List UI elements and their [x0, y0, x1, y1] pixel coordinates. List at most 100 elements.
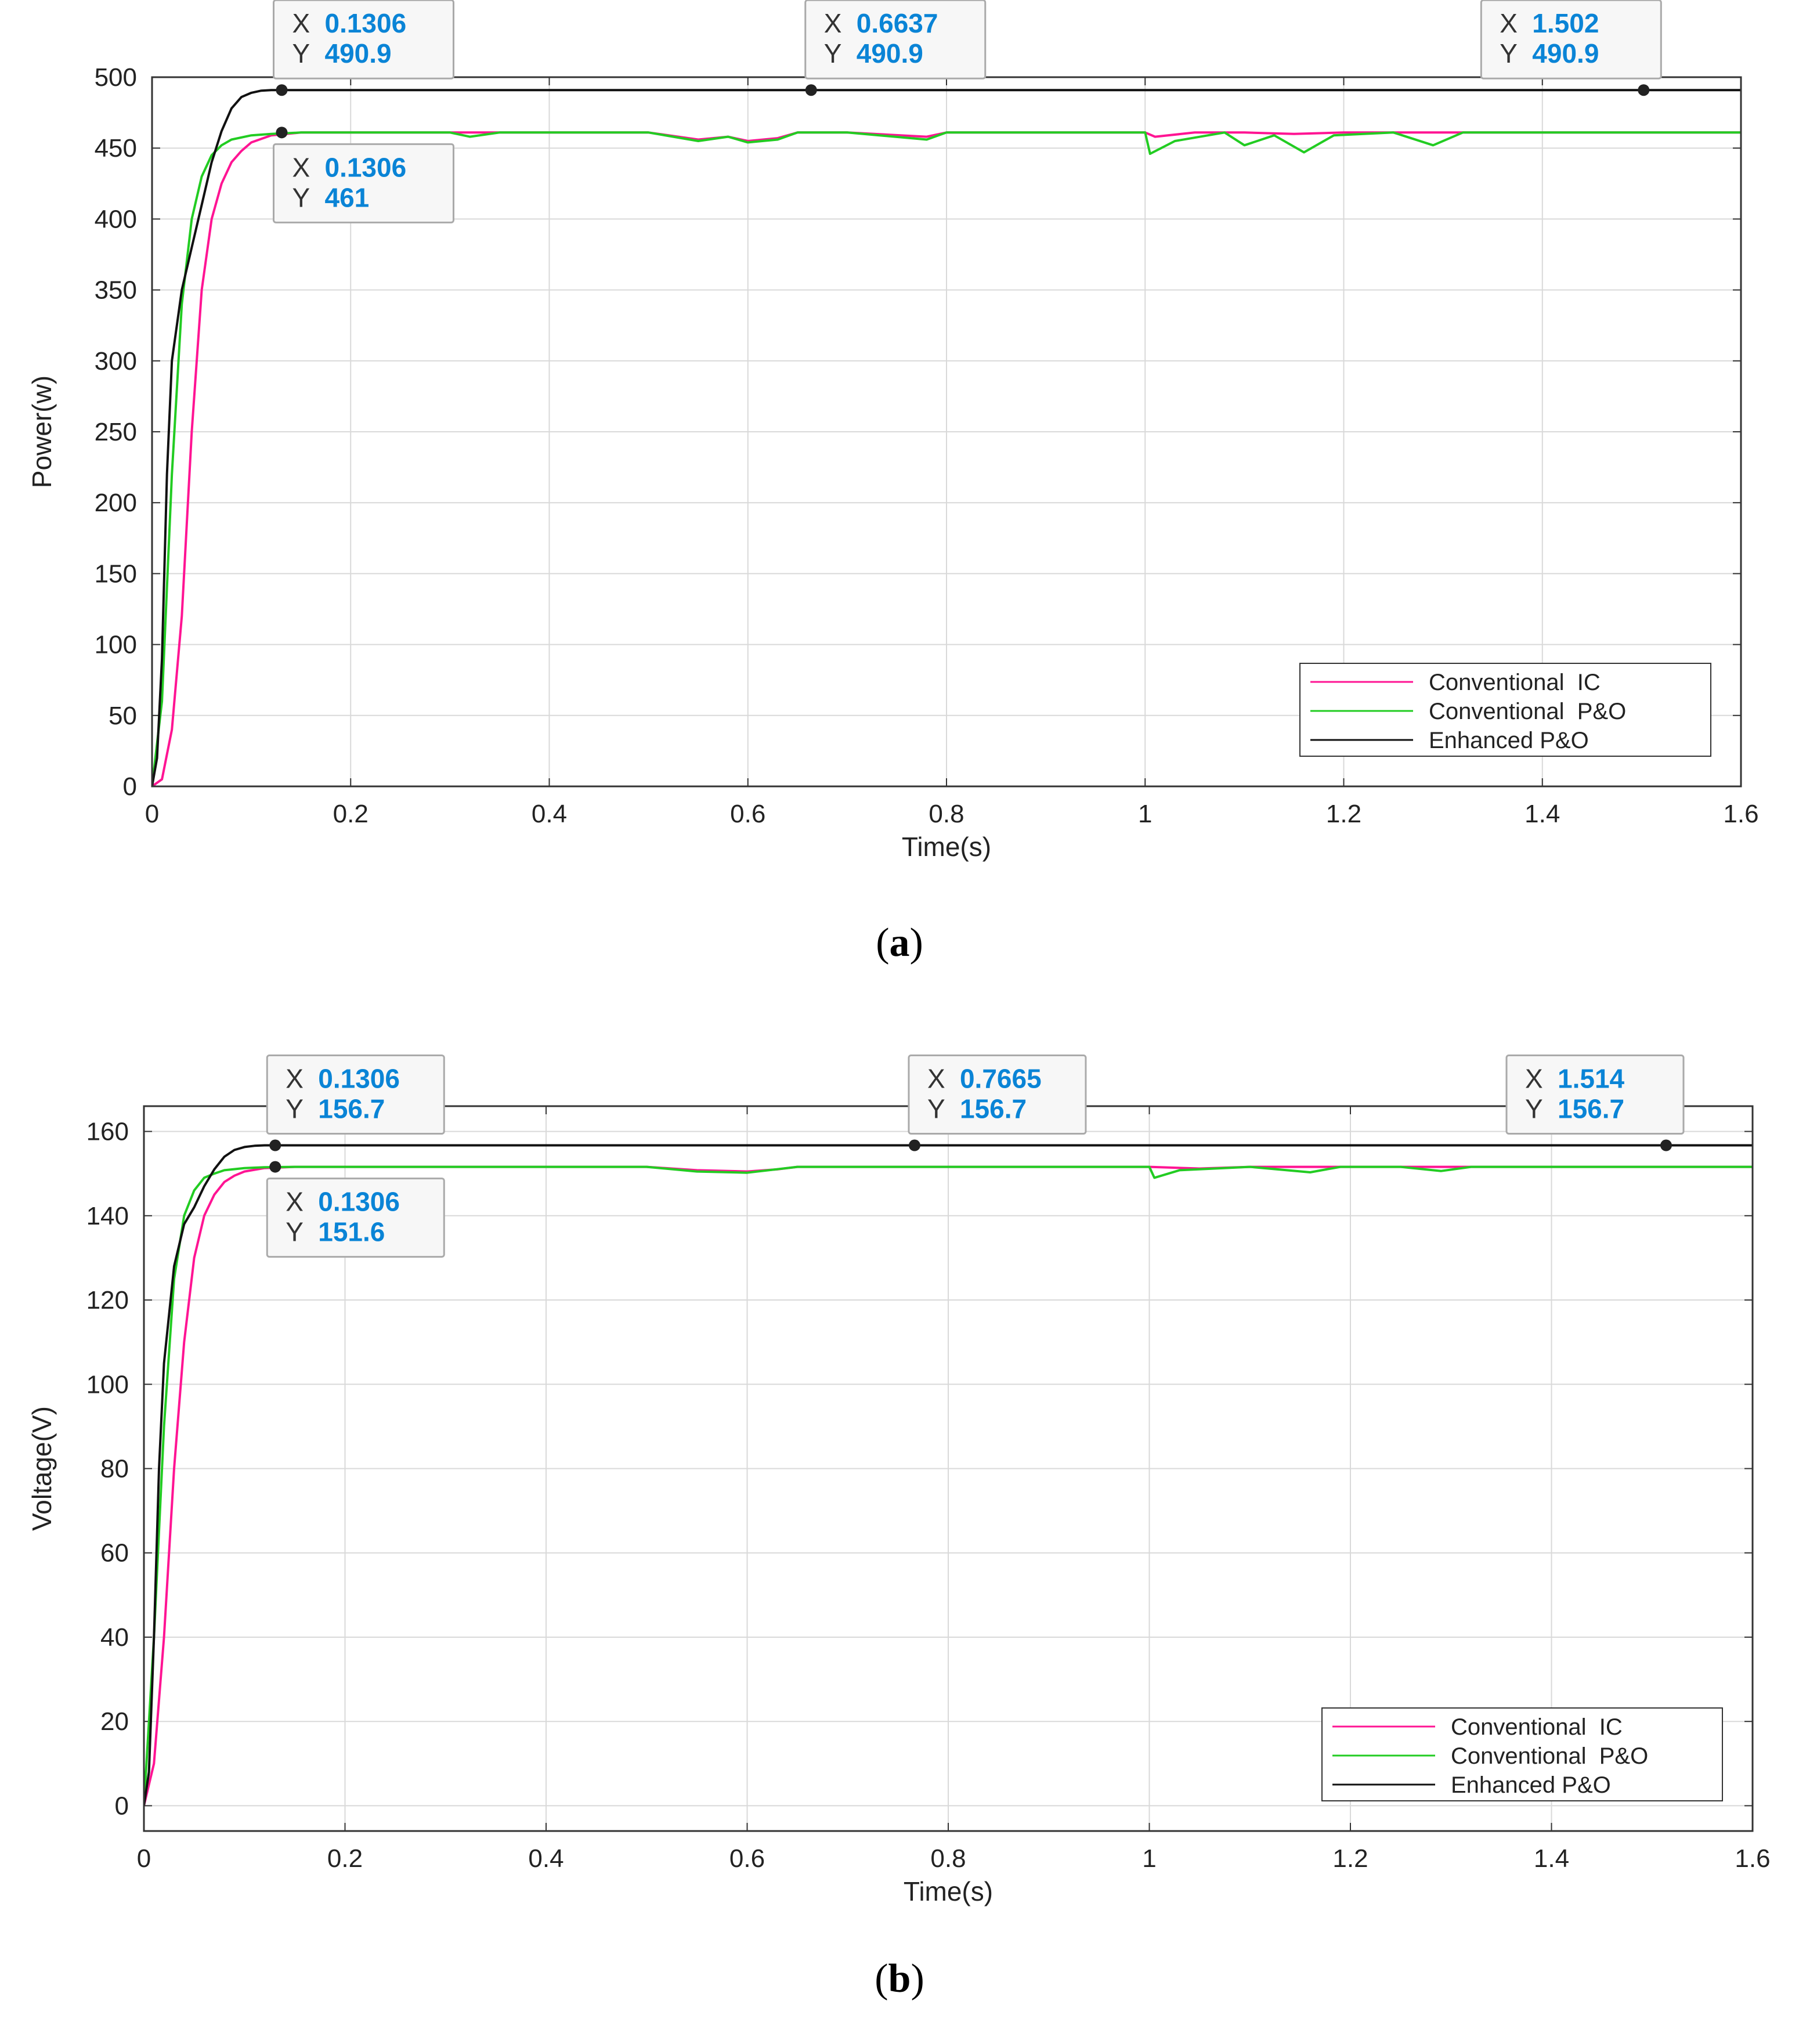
y-axis-label: Power(w) [27, 375, 57, 488]
y-tick-label: 40 [100, 1623, 129, 1652]
legend-entry-1: Conventional P&O [1451, 1743, 1648, 1769]
x-tick-label: 0.2 [333, 800, 369, 828]
legend-entry-1: Conventional P&O [1429, 699, 1626, 724]
y-tick-label: 350 [95, 276, 137, 305]
x-tick-label: 1 [1138, 800, 1152, 828]
y-tick-label: 100 [86, 1370, 129, 1399]
datatip-x-key: X [927, 1064, 945, 1094]
y-tick-label: 80 [100, 1455, 129, 1483]
datatip-0: X 0.1306 Y 156.7 [266, 1054, 445, 1151]
datatip-y-value: 490.9 [1532, 38, 1599, 68]
datatip-x-value: 0.1306 [318, 1064, 400, 1094]
datatip-x-value: 0.6637 [857, 8, 938, 38]
datatip-y-value: 461 [324, 182, 369, 212]
datatip-marker [269, 1161, 281, 1173]
x-axis-label: Time(s) [904, 1876, 993, 1906]
datatip-y-value: 490.9 [324, 38, 391, 68]
y-tick-label: 50 [109, 702, 137, 730]
x-tick-label: 1.6 [1723, 800, 1758, 828]
x-tick-label: 0 [145, 800, 159, 828]
datatip-y-key: Y [292, 182, 310, 212]
datatip-marker [276, 84, 288, 96]
datatip-x-key: X [292, 152, 310, 182]
x-tick-label: 0.6 [729, 1844, 765, 1873]
panel-a: 0 0.2 0.4 0.6 0.8 1 1.2 1.4 1.6 0 50 100 150 200 250 30… [0, 0, 1799, 1020]
datatip-2: X 1.502 Y 490.9 [1480, 0, 1662, 96]
x-axis-label: Time(s) [902, 832, 991, 862]
datatip-x-key: X [286, 1064, 304, 1094]
x-tick-label: 0.4 [532, 800, 567, 828]
y-tick-label: 300 [95, 347, 137, 375]
datatip-y-value: 490.9 [857, 38, 923, 68]
datatip-box [266, 1178, 445, 1258]
y-tick-label: 200 [95, 489, 137, 517]
y-tick-label: 400 [95, 205, 137, 233]
datatip-box [272, 143, 454, 223]
datatip-y-value: 151.6 [318, 1217, 385, 1247]
y-tick-label: 500 [95, 63, 137, 92]
y-tick-label: 60 [100, 1539, 129, 1568]
power-chart: 0 0.2 0.4 0.6 0.8 1 1.2 1.4 1.6 0 50 100 150 200 250 30… [27, 0, 1759, 862]
datatip-y-key: Y [292, 38, 310, 68]
x-tick-label: 0.4 [528, 1844, 563, 1873]
datatip-box [266, 1054, 445, 1135]
datatip-x-key: X [286, 1187, 304, 1217]
panel-b: 0 0.2 0.4 0.6 0.8 1 1.2 1.4 1.6 0 20 40 60 80 100 120 14… [0, 1020, 1799, 2041]
y-tick-label: 0 [123, 772, 137, 801]
datatip-x-value: 0.1306 [324, 152, 406, 182]
datatip-marker [1660, 1139, 1672, 1151]
datatip-y-key: Y [286, 1094, 304, 1124]
datatip-y-key: Y [927, 1094, 945, 1124]
legend-entry-2: Enhanced P&O [1429, 728, 1589, 753]
datatip-y-key: Y [1500, 38, 1518, 68]
datatip-1: X 0.7665 Y 156.7 [908, 1054, 1087, 1151]
voltage-chart: 0 0.2 0.4 0.6 0.8 1 1.2 1.4 1.6 0 20 40 60 80 100 120 14… [27, 1054, 1771, 1906]
x-tick-label: 0.8 [929, 800, 964, 828]
y-tick-label: 0 [115, 1792, 129, 1820]
datatip-x-key: X [824, 8, 842, 38]
datatip-y-value: 156.7 [1558, 1094, 1624, 1124]
datatip-box [908, 1054, 1087, 1135]
datatip-x-key: X [1500, 8, 1518, 38]
datatip-y-value: 156.7 [318, 1094, 385, 1124]
datatip-marker [269, 1139, 281, 1151]
datatip-marker [1638, 84, 1650, 96]
x-tick-label: 0 [137, 1844, 151, 1873]
caption-a: (a) [876, 920, 923, 965]
datatip-1: X 0.6637 Y 490.9 [804, 0, 987, 96]
x-tick-label: 1.4 [1534, 1844, 1569, 1873]
datatip-2: X 1.514 Y 156.7 [1505, 1054, 1685, 1151]
legend-entry-0: Conventional IC [1429, 670, 1601, 695]
y-tick-label: 20 [100, 1707, 129, 1736]
datatip-3: X 0.1306 Y 151.6 [266, 1161, 445, 1258]
datatip-marker [276, 127, 288, 139]
y-tick-label: 150 [95, 559, 137, 588]
y-tick-label: 140 [86, 1202, 129, 1230]
x-tick-label: 1 [1142, 1844, 1156, 1873]
datatip-marker [908, 1139, 920, 1151]
datatip-box [804, 0, 987, 80]
x-tick-label: 1.2 [1332, 1844, 1368, 1873]
y-tick-label: 450 [95, 134, 137, 162]
datatip-x-value: 1.514 [1558, 1064, 1625, 1094]
datatip-box [272, 0, 454, 80]
datatip-x-value: 1.502 [1532, 8, 1599, 38]
datatip-y-value: 156.7 [960, 1094, 1027, 1124]
datatip-box [1480, 0, 1662, 80]
y-tick-label: 250 [95, 418, 137, 446]
x-tick-label: 0.6 [730, 800, 765, 828]
datatip-x-value: 0.1306 [318, 1187, 400, 1217]
x-tick-label: 0.8 [930, 1844, 966, 1873]
datatip-x-value: 0.7665 [960, 1064, 1042, 1094]
x-tick-label: 1.2 [1326, 800, 1361, 828]
y-tick-label: 160 [86, 1118, 129, 1146]
legend-entry-2: Enhanced P&O [1451, 1772, 1611, 1798]
legend-entry-0: Conventional IC [1451, 1714, 1623, 1740]
y-tick-label: 100 [95, 631, 137, 659]
y-axis-label: Voltage(V) [27, 1406, 57, 1531]
datatip-x-key: X [1525, 1064, 1543, 1094]
datatip-box [1505, 1054, 1685, 1135]
datatip-0: X 0.1306 Y 490.9 [272, 0, 454, 96]
datatip-y-key: Y [1525, 1094, 1543, 1124]
datatip-marker [805, 84, 817, 96]
